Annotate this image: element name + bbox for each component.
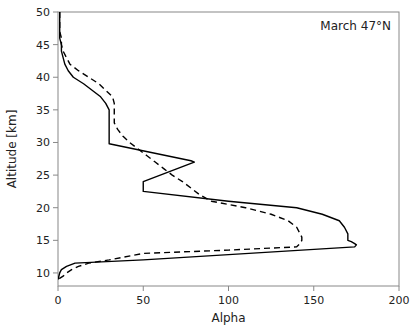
line-solid [58, 12, 356, 279]
line-dashed [58, 12, 302, 279]
y-axis-label: Altitude [km] [5, 110, 19, 189]
x-tick-label: 100 [218, 294, 239, 307]
x-tick [399, 286, 400, 291]
x-tick [143, 286, 144, 291]
x-tick-label: 150 [303, 294, 324, 307]
y-tick-label: 10 [36, 267, 50, 280]
x-tick-label: 50 [136, 294, 150, 307]
x-tick [313, 286, 314, 291]
x-tick [58, 286, 59, 291]
y-tick [53, 175, 58, 176]
y-tick [53, 240, 58, 241]
plot-area [58, 12, 356, 279]
chart: 0 50 100 150 200 10 15 20 25 30 35 40 45 50 Alpha Altit… [0, 0, 413, 330]
x-axis-label: Alpha [211, 311, 245, 325]
plot-frame [58, 12, 399, 286]
x-tick-label: 200 [389, 294, 410, 307]
y-tick [53, 77, 58, 78]
y-tick-label: 50 [36, 6, 50, 19]
y-tick [53, 44, 58, 45]
y-tick-label: 25 [36, 169, 50, 182]
x-tick [228, 286, 229, 291]
y-tick-label: 40 [36, 71, 50, 84]
y-tick [53, 142, 58, 143]
y-tick-label: 15 [36, 234, 50, 247]
y-tick-label: 35 [36, 104, 50, 117]
y-tick [53, 272, 58, 273]
y-tick-label: 30 [36, 136, 50, 149]
y-tick-label: 20 [36, 202, 50, 215]
y-tick [53, 207, 58, 208]
title: March 47°N [320, 19, 391, 33]
x-tick-label: 0 [55, 294, 62, 307]
y-tick [53, 12, 58, 13]
y-tick [53, 109, 58, 110]
y-tick-label: 45 [36, 39, 50, 52]
